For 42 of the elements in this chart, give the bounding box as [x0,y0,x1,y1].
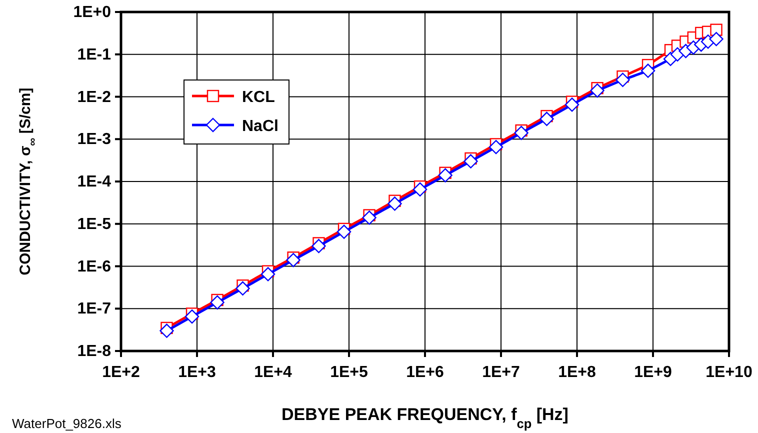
x-tick-label: 1E+3 [178,364,216,381]
x-tick-label: 1E+6 [406,364,444,381]
point [590,83,604,98]
point [312,238,326,254]
y-tick-label: 1E-7 [77,300,112,318]
legend-label: NaCl [242,118,278,135]
point [514,126,528,140]
x-tick-label: 1E+10 [706,364,752,381]
point [540,112,554,126]
y-tick-label: 1E-5 [77,216,112,233]
x-tick-label: 1E+9 [634,364,672,381]
point [260,267,276,282]
y-tick-label: 1E-4 [77,174,112,190]
y-tick-label: 1E-1 [77,46,112,64]
y-tick-label: 1E-6 [77,258,112,276]
point [160,324,174,338]
point [488,140,504,154]
y-tick-label: 1E+0 [73,4,112,21]
point [184,309,200,324]
point [412,182,428,197]
y-tick-label: 1E-2 [77,88,112,106]
point [438,168,452,182]
point [362,210,376,225]
point [336,224,352,239]
x-tick-label: 1E+2 [102,364,140,381]
x-tick-label: 1E+8 [558,364,596,381]
x-tick-label: 1E+7 [482,364,520,381]
y-tick-label: 1E-3 [77,131,112,148]
y-tick-label: 1E-8 [77,343,112,360]
point [236,281,250,296]
point [564,98,580,112]
point [464,154,478,168]
point [210,295,224,310]
text: WaterPot_9826.xls [12,416,122,431]
x-axis-title: DEBYE PEAK FREQUENCY, f$_{cp}$ [Hz] [282,405,568,430]
legend-label: KCL [242,89,276,106]
x-tick-label: 1E+5 [330,364,368,381]
point [388,196,402,211]
point [616,72,630,87]
point [640,64,656,78]
point [286,252,300,268]
x-tick-label: 1E+4 [254,364,292,381]
